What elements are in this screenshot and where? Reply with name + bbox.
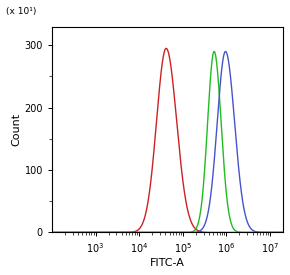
Y-axis label: Count: Count — [12, 113, 21, 146]
X-axis label: FITC-A: FITC-A — [150, 258, 185, 268]
Text: (x 10¹): (x 10¹) — [6, 7, 36, 16]
